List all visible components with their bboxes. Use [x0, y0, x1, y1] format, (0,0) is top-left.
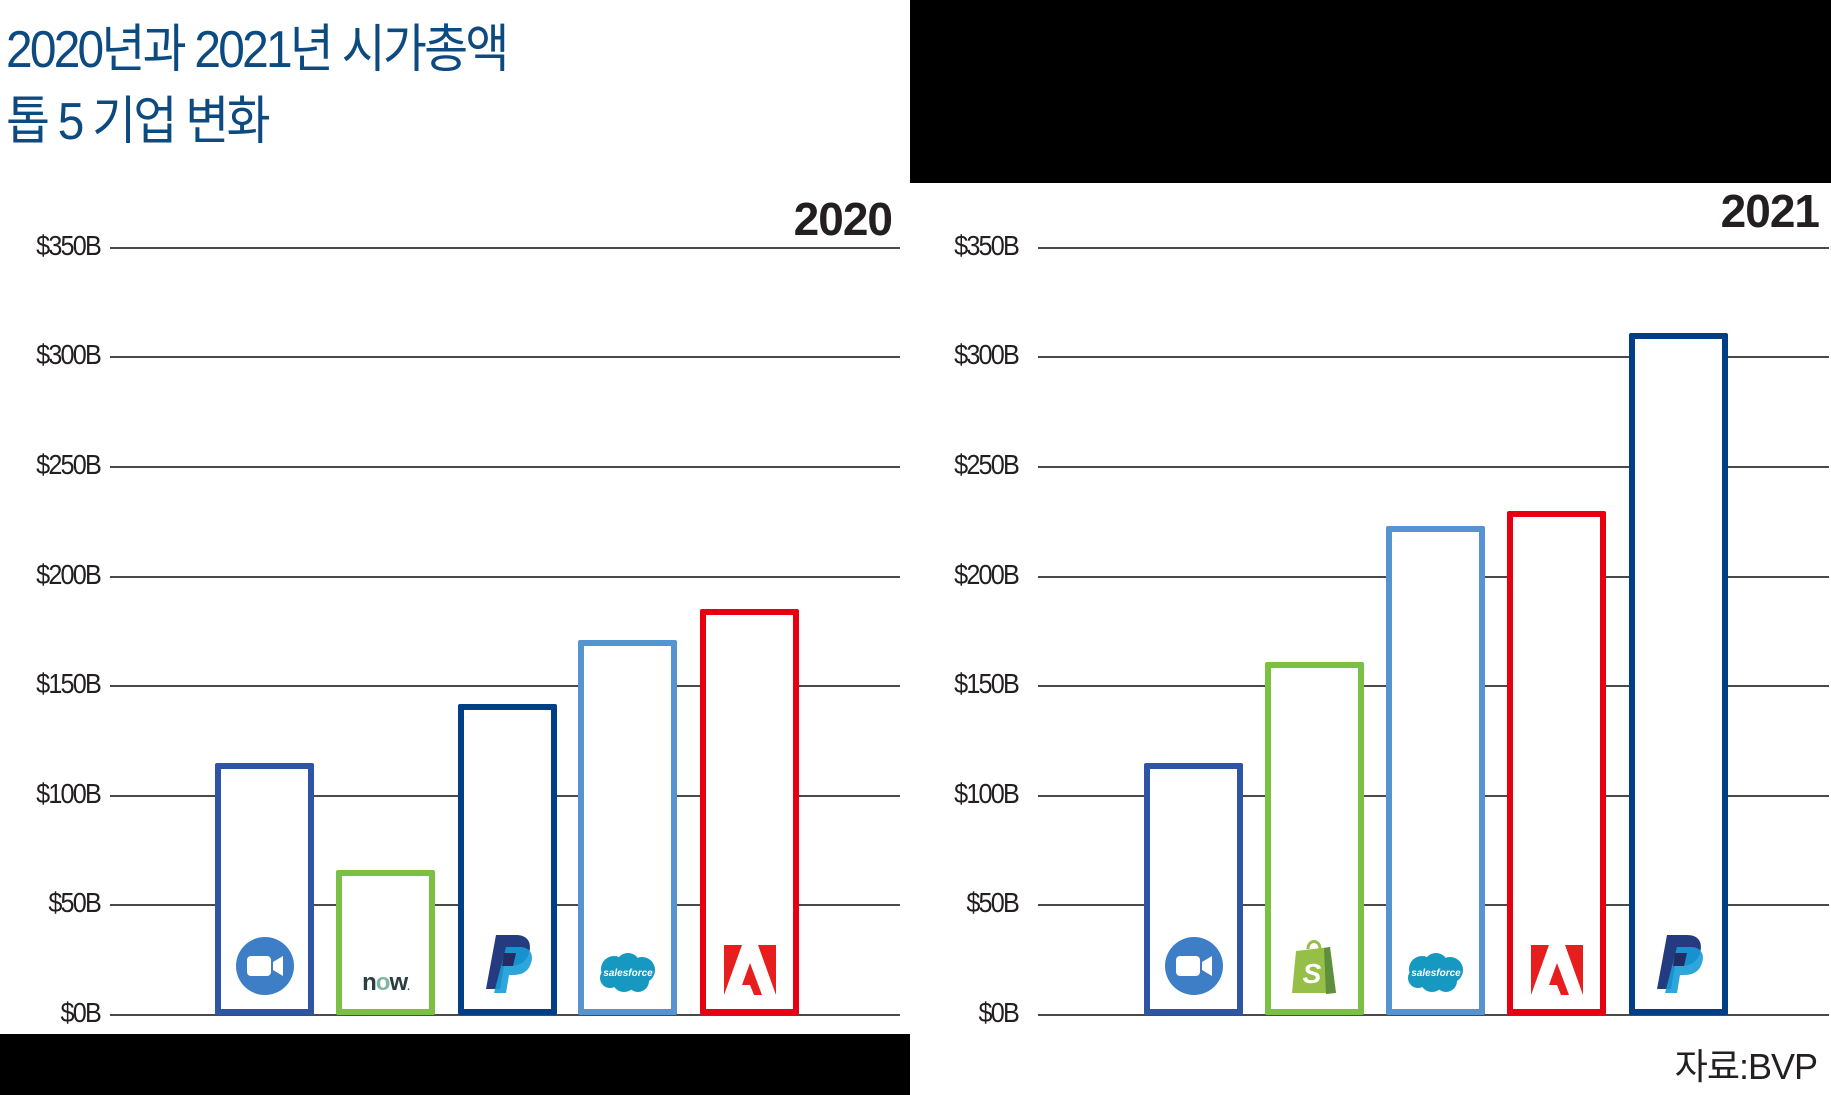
gridline — [1038, 466, 1829, 468]
adobe-logo-icon — [723, 944, 776, 995]
gridline — [110, 356, 900, 359]
y-axis-tick-label: $350B — [36, 229, 102, 261]
bar-paypal — [458, 703, 557, 1015]
y-axis-tick-label: $300B — [954, 339, 1020, 371]
svg-text:salesforce: salesforce — [603, 968, 653, 979]
bar-salesforce: salesforce — [1386, 526, 1485, 1015]
year-label: 2020 — [793, 193, 893, 245]
bar-zoom — [215, 762, 314, 1015]
y-axis-tick-label: $250B — [954, 449, 1020, 480]
bar-salesforce: salesforce — [578, 640, 677, 1015]
adobe-logo-icon — [1530, 944, 1583, 995]
y-axis-tick-label: $0B — [978, 997, 1020, 1028]
y-axis-tick-label: $350B — [954, 229, 1020, 261]
source-label: 자료:BVP — [1674, 1046, 1818, 1087]
gridline — [110, 1014, 900, 1016]
y-axis-tick-label: $300B — [36, 339, 102, 371]
y-axis-tick-label: $150B — [36, 668, 102, 700]
chart-title-line-2: 톱 5 기업 변화 — [6, 93, 270, 151]
gridline — [110, 466, 900, 468]
redaction-block-bottom-left — [0, 1034, 910, 1095]
salesforce-logo-icon: salesforce — [596, 951, 660, 995]
bar-adobe — [700, 609, 799, 1015]
gridline — [1038, 1014, 1829, 1016]
y-axis-tick-label: $150B — [954, 668, 1020, 700]
chart-title-line-1: 2020년과 2021년 시가총액 — [6, 21, 509, 79]
y-axis-tick-label: $0B — [60, 997, 102, 1028]
y-axis-tick-label: $200B — [36, 558, 102, 590]
chart-panel-2021: 2021 $350B $300B $250B $200B $150B $100B $50B $0… — [910, 0, 1831, 1095]
year-label: 2021 — [1720, 185, 1820, 237]
chart-title: 2020년과 2021년 시가총액 톱 5 기업 변화 — [6, 14, 509, 158]
zoom-logo-icon — [1164, 936, 1223, 995]
y-axis-tick-label: $200B — [954, 558, 1020, 590]
y-axis-tick-label: $100B — [954, 777, 1020, 809]
bar-shopify: S — [1265, 662, 1364, 1015]
svg-text:salesforce: salesforce — [1411, 968, 1461, 979]
y-axis-tick-label: $50B — [966, 887, 1019, 919]
zoom-logo-icon — [235, 936, 294, 995]
gridline — [110, 246, 900, 249]
gridline — [110, 575, 900, 578]
y-axis-tick-label: $250B — [36, 449, 102, 480]
bar-zoom — [1144, 762, 1243, 1015]
bar-adobe — [1507, 510, 1606, 1015]
salesforce-logo-icon: salesforce — [1404, 951, 1468, 995]
bar-paypal — [1629, 333, 1728, 1015]
shopify-logo-icon: S — [1290, 937, 1340, 995]
bar-servicenow: now. — [336, 870, 435, 1015]
gridline — [1038, 356, 1829, 359]
paypal-logo-icon — [482, 933, 534, 995]
gridline — [1038, 246, 1829, 249]
servicenow-logo-icon: now. — [362, 968, 410, 996]
y-axis-tick-label: $100B — [36, 777, 102, 809]
y-axis-tick-label: $50B — [48, 887, 101, 919]
paypal-logo-icon — [1653, 933, 1705, 995]
svg-text:S: S — [1302, 958, 1321, 989]
gridline — [110, 685, 900, 688]
chart-panel-2020: 2020 $350B $300B $250B $200B $150B $100B $50B $0… — [0, 0, 910, 1095]
redaction-block-top-right — [910, 0, 1831, 183]
